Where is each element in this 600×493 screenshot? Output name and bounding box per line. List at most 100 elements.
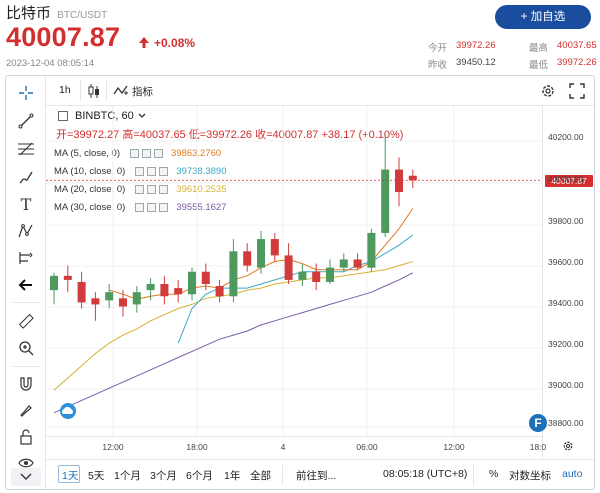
symbol-label: BINBTC, 60 <box>75 110 134 122</box>
gear-icon[interactable] <box>540 83 556 99</box>
auto-scale-toggle[interactable]: auto <box>562 468 583 480</box>
stat-open-label: 今开 <box>428 43 448 54</box>
brush-icon[interactable] <box>15 166 37 188</box>
back-arrow-icon[interactable] <box>15 274 37 296</box>
zoom-in-icon[interactable] <box>15 337 37 359</box>
ohlc-high: 高=40037.65 <box>122 129 186 141</box>
candle-body <box>326 267 334 282</box>
candlestick-icon[interactable] <box>87 83 101 99</box>
ma-controls[interactable] <box>135 166 170 176</box>
candle-body <box>298 271 307 280</box>
settings-gear-icon[interactable] <box>562 440 574 452</box>
lock-draw-icon[interactable] <box>15 399 37 421</box>
interval-selector[interactable]: 1h <box>59 84 71 96</box>
range-3m[interactable]: 3个月 <box>150 470 177 482</box>
eye-icon <box>135 166 145 176</box>
ma-legend-30: MA (30, close, 0) 39555.1627 <box>54 200 226 214</box>
y-tick-label: 38800.00 <box>548 418 584 428</box>
expand-down-icon[interactable] <box>11 468 41 486</box>
ma-legend-10: MA (10, close, 0) 39738.3890 <box>54 164 226 178</box>
close-icon <box>159 166 169 176</box>
bottom-bar: 1天 5天 1个月 3个月 6个月 1年 全部 前往到... 08:05:18 … <box>46 459 594 489</box>
asset-title: 比特币 BTC/USDT <box>6 2 107 23</box>
fib-icon[interactable] <box>15 138 37 160</box>
stat-low-value: 39972.26 <box>557 57 597 68</box>
y-axis-border <box>542 106 543 459</box>
ma-label: MA (5, close, 0) <box>54 147 120 159</box>
ma-label: MA (10, close, 0) <box>54 165 126 177</box>
y-tick-label: 39000.00 <box>548 380 584 390</box>
candle-body <box>408 175 417 181</box>
ohlc-legend: 开=39972.27 高=40037.65 低=39972.26 收=40007… <box>56 126 403 142</box>
cloud-logo-icon[interactable] <box>58 403 78 419</box>
indicators-icon[interactable] <box>113 84 129 98</box>
range-6m[interactable]: 6个月 <box>186 470 213 482</box>
candle-body <box>105 292 114 301</box>
collapse-icon[interactable] <box>58 111 68 121</box>
candle-body <box>381 169 390 233</box>
range-1m[interactable]: 1个月 <box>114 470 141 482</box>
f-badge-icon[interactable]: F <box>529 414 547 432</box>
candle-body <box>63 275 72 280</box>
candle-body <box>312 271 321 282</box>
range-1d[interactable]: 1天 <box>62 470 79 482</box>
ma-legend-5: MA (5, close, 0) 39863.2760 <box>54 146 221 160</box>
indicators-button[interactable]: 指标 <box>132 86 153 98</box>
crosshair-icon[interactable] <box>15 82 37 104</box>
candle-body <box>201 271 210 284</box>
chart-frame <box>5 75 595 490</box>
ma-label: MA (20, close, 0) <box>54 183 126 195</box>
pattern-icon[interactable] <box>15 220 37 242</box>
ma-controls[interactable] <box>135 184 170 194</box>
chart-toolbar: 1h 指标 <box>46 76 594 106</box>
candlestick-chart[interactable] <box>46 106 542 436</box>
eye-icon[interactable] <box>15 452 37 474</box>
chevron-down-icon[interactable] <box>138 113 146 119</box>
y-tick-label: 40200.00 <box>548 132 584 142</box>
x-tick-label: 18:00 <box>186 442 208 452</box>
price-change: +0.08% <box>154 36 196 50</box>
gear-icon <box>147 184 157 194</box>
close-icon <box>159 184 169 194</box>
range-all[interactable]: 全部 <box>250 470 271 482</box>
ma-legend-20: MA (20, close, 0) 39610.2535 <box>54 182 226 196</box>
candle-body <box>284 255 293 280</box>
fullscreen-icon[interactable] <box>569 83 585 99</box>
range-1y[interactable]: 1年 <box>224 470 241 482</box>
symbol-legend: BINBTC, 60 <box>58 110 146 122</box>
x-tick-label: 4 <box>280 442 286 452</box>
y-tick-label: 39400.00 <box>548 298 584 308</box>
lock-icon[interactable] <box>15 426 37 448</box>
stat-open-value: 39972.26 <box>456 40 496 51</box>
arrow-up-icon <box>139 37 149 48</box>
gear-icon <box>147 166 157 176</box>
clock-display: 08:05:18 (UTC+8) <box>383 468 468 480</box>
ma-controls[interactable] <box>135 202 170 212</box>
ma-value: 39738.3890 <box>176 165 227 177</box>
candle-body <box>160 284 169 297</box>
x-axis-border <box>46 436 542 437</box>
range-5d[interactable]: 5天 <box>88 470 105 482</box>
percent-toggle[interactable]: % <box>489 468 499 480</box>
text-tool-icon[interactable]: T <box>20 194 32 214</box>
prediction-icon[interactable] <box>15 247 37 269</box>
close-icon <box>154 148 163 158</box>
magnet-icon[interactable] <box>15 373 37 395</box>
y-tick-label: 39200.00 <box>548 339 584 349</box>
goto-button[interactable]: 前往到... <box>296 470 337 482</box>
ruler-icon[interactable] <box>15 310 37 332</box>
candle-body <box>270 239 279 256</box>
candle-body <box>119 298 127 307</box>
stat-prevclose-value: 39450.12 <box>456 57 496 68</box>
eye-icon <box>135 184 145 194</box>
log-scale-toggle[interactable]: 对数坐标 <box>509 470 551 482</box>
candle-body <box>395 169 403 193</box>
x-tick-label: 12:00 <box>102 442 124 452</box>
add-watchlist-button[interactable]: + 加自选 <box>495 5 591 29</box>
stat-high-label: 最高 <box>529 43 549 54</box>
trend-line-icon[interactable] <box>15 110 37 132</box>
candle-body <box>188 271 196 295</box>
ohlc-change: +38.17 (+0.10%) <box>321 129 404 141</box>
candle-body <box>50 275 58 291</box>
ma-controls[interactable] <box>130 148 165 158</box>
